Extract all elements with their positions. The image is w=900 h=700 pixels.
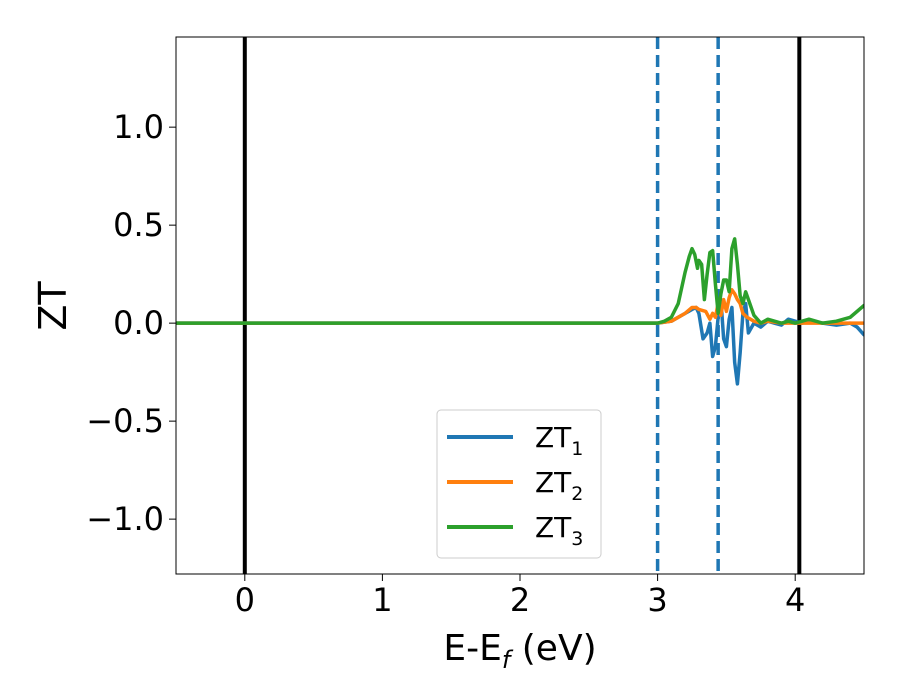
legend: ZT1 ZT2 ZT3 <box>436 409 602 559</box>
x-axis-label-unit: (eV) <box>510 628 596 669</box>
y-tick-label: 1.0 <box>113 108 164 146</box>
x-axis-label: E-Ef (eV) <box>443 628 596 674</box>
series-line-zt3 <box>176 237 864 325</box>
x-tick-label: 4 <box>785 581 805 619</box>
x-tick-label: 0 <box>235 581 255 619</box>
x-tick-label: 1 <box>372 581 392 619</box>
x-axis-ticks: 0 1 2 3 4 <box>235 574 805 619</box>
plot-frame <box>175 36 865 575</box>
series-line-zt1 <box>176 297 864 386</box>
legend-box <box>436 409 602 559</box>
x-tick-label: 3 <box>647 581 667 619</box>
y-tick-label: 0.0 <box>113 304 164 342</box>
x-axis-label-main: E-E <box>443 628 501 669</box>
legend-label-zt2: ZT2 <box>535 466 583 505</box>
legend-label-zt3: ZT3 <box>535 511 583 550</box>
x-tick-label: 2 <box>510 581 530 619</box>
y-tick-label: −0.5 <box>86 402 164 440</box>
y-tick-label: −1.0 <box>86 500 164 538</box>
y-axis-ticks: 1.0 0.5 0.0 −0.5 −1.0 <box>86 108 176 538</box>
plot-area <box>176 37 864 574</box>
legend-label-zt1: ZT1 <box>535 421 583 460</box>
series-line-zt2 <box>176 288 864 325</box>
y-tick-label: 0.5 <box>113 206 164 244</box>
y-axis-label: ZT <box>31 281 75 331</box>
